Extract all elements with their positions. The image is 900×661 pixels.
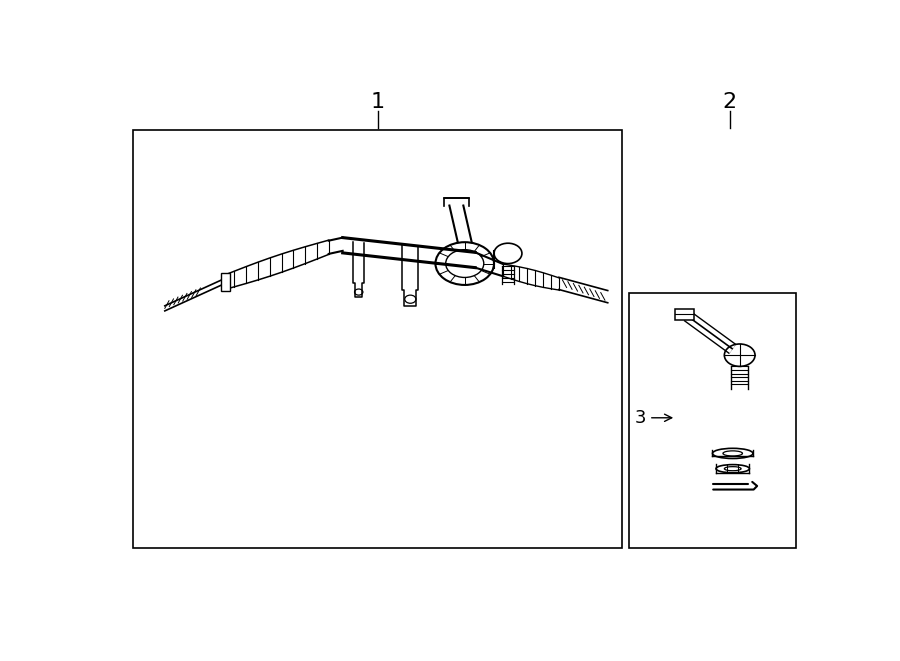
Text: 1: 1 bbox=[371, 93, 384, 112]
Bar bbox=[628, 293, 796, 547]
Bar bbox=[675, 309, 695, 319]
Bar bbox=[133, 130, 622, 547]
Text: 3: 3 bbox=[634, 408, 671, 427]
Bar bbox=[221, 273, 230, 291]
Text: 2: 2 bbox=[723, 93, 737, 112]
